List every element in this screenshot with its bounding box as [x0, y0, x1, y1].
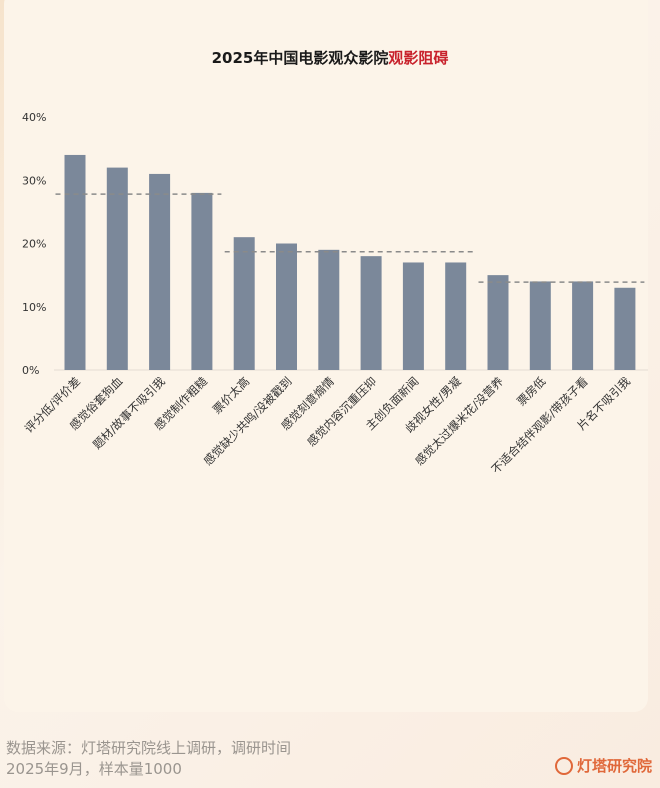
bar [149, 173, 171, 370]
logo-icon [554, 756, 573, 775]
chart-title: 2025年中国电影观众影院观影阻碍 [0, 47, 660, 68]
logo-text: 灯塔研究院 [576, 757, 652, 775]
bar [64, 154, 86, 370]
y-tick-label: 10% [22, 301, 46, 314]
source-line-1: 数据来源：灯塔研究院线上调研，调研时间 [6, 739, 292, 757]
bar [487, 275, 509, 370]
bar-chart: 0%10%20%30%40%评分低/评价差感觉俗套狗血题材/故事不吸引我感觉制作… [22, 111, 648, 476]
y-tick-label: 40% [22, 111, 46, 124]
title-highlight: 观影阻碍 [388, 49, 449, 67]
bar [445, 262, 467, 370]
y-tick-label: 30% [22, 174, 46, 187]
bar [276, 243, 297, 370]
logo: 灯塔研究院 [554, 755, 652, 776]
x-tick-label: 票价太高 [210, 374, 252, 416]
bar [318, 249, 340, 370]
bar [233, 237, 255, 370]
y-tick-label: 0% [22, 364, 39, 377]
y-tick-label: 20% [22, 238, 46, 251]
bar [360, 256, 382, 370]
data-source-note: 数据来源：灯塔研究院线上调研，调研时间 2025年9月，样本量1000 [6, 738, 291, 780]
bar [106, 167, 128, 370]
x-tick-label: 票房低 [514, 374, 549, 409]
bar [529, 281, 551, 370]
bar [614, 287, 636, 370]
title-main: 2025年中国电影观众影院 [211, 49, 389, 67]
x-tick-label: 题材/故事不吸引我 [90, 374, 168, 452]
bar [191, 192, 213, 370]
bar [572, 281, 594, 370]
bar [402, 262, 424, 370]
source-line-2: 2025年9月，样本量1000 [6, 760, 182, 778]
